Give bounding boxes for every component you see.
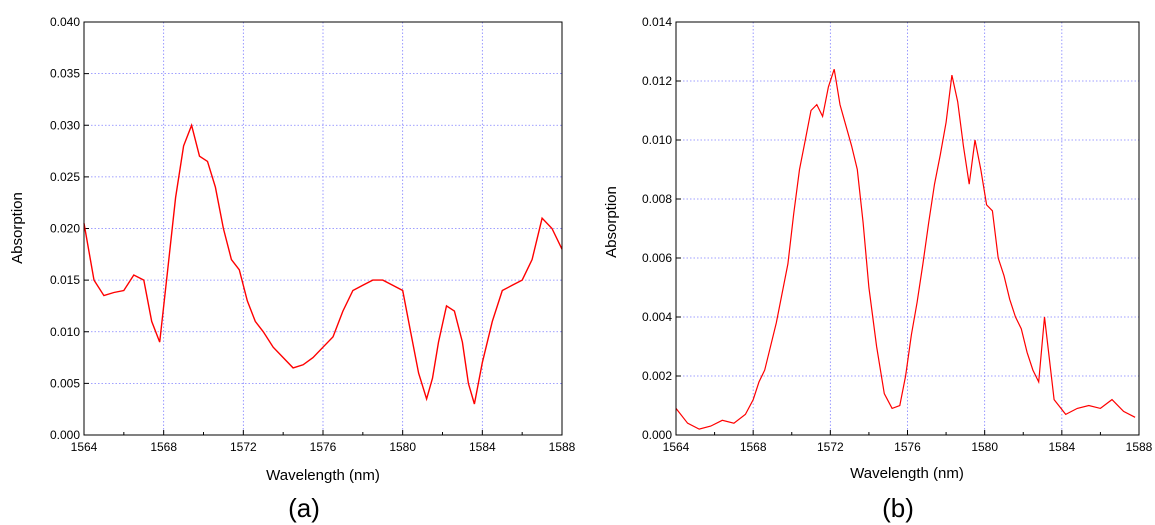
x-tick-label: 1576	[894, 440, 921, 454]
y-tick-label: 0.040	[50, 15, 80, 29]
chart-panel-a: 1564 1568 1572 1576 1580 1584 1588 0.0000.0050…	[9, 15, 576, 523]
x-tick-label: 1572	[817, 440, 844, 454]
y-axis-b: 0.000 0.002 0.004 0.006 0.008 0.010 0.012 0.014	[642, 15, 681, 442]
y-axis-label-a: Absorption	[9, 192, 26, 264]
x-tick-label: 1588	[549, 440, 576, 454]
y-tick-label: 0.000	[642, 428, 672, 442]
y-tick-label: 0.000	[50, 428, 80, 442]
x-tick-label: 1564	[71, 440, 98, 454]
x-tick-label: 1568	[150, 440, 177, 454]
y-tick-label: 0.005	[50, 376, 80, 390]
x-axis-label-a: Wavelength (nm)	[266, 467, 380, 484]
panel-label-b: (b)	[882, 493, 914, 523]
y-tick-label: 0.020	[50, 222, 80, 236]
x-tick-label: 1584	[469, 440, 496, 454]
x-tick-label: 1580	[389, 440, 416, 454]
y-axis-label-b: Absorption	[603, 186, 620, 258]
x-tick-label: 1572	[230, 440, 257, 454]
y-tick-label: 0.012	[642, 74, 672, 88]
x-tick-label: 1576	[310, 440, 337, 454]
x-tick-label: 1588	[1126, 440, 1153, 454]
y-tick-label: 0.030	[50, 118, 80, 132]
x-axis-label-b: Wavelength (nm)	[850, 465, 964, 482]
y-tick-label: 0.015	[50, 273, 80, 287]
y-tick-label: 0.008	[642, 192, 672, 206]
y-tick-label: 0.006	[642, 251, 672, 265]
y-tick-label: 0.014	[642, 15, 672, 29]
x-tick-label: 1568	[740, 440, 767, 454]
y-tick-label: 0.035	[50, 67, 80, 81]
chart-panel-b: 1564 1568 1572 1576 1580 1584 1588 0.0000.0020…	[603, 15, 1153, 523]
y-tick-label: 0.002	[642, 369, 672, 383]
y-tick-label: 0.025	[50, 170, 80, 184]
y-tick-label: 0.010	[642, 133, 672, 147]
y-axis-a: 0.000 0.005 0.010 0.015 0.020 0.025 0.030 0.035…	[50, 15, 89, 442]
y-tick-label: 0.004	[642, 310, 672, 324]
panel-label-a: (a)	[288, 493, 320, 523]
y-tick-label: 0.010	[50, 325, 80, 339]
x-tick-label: 1564	[663, 440, 690, 454]
x-tick-label: 1580	[971, 440, 998, 454]
x-tick-label: 1584	[1048, 440, 1075, 454]
